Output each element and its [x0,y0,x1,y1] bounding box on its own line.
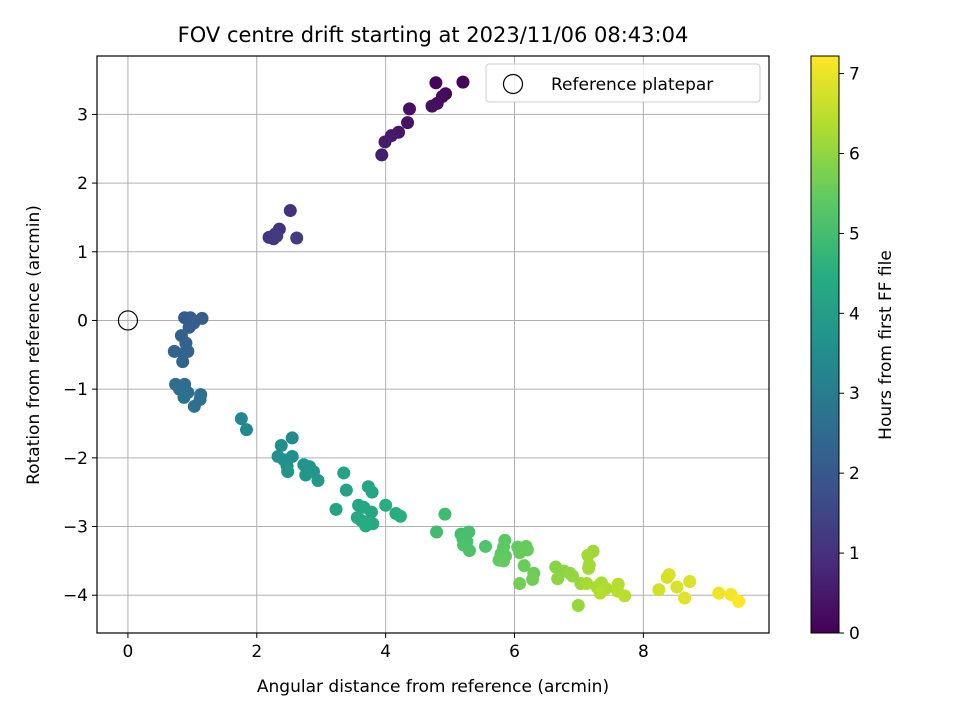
data-point [670,580,684,594]
colorbar-tick-label: 7 [849,65,860,85]
data-point [393,509,407,523]
colorbar-tick-label: 1 [849,544,860,564]
data-point [732,594,746,608]
data-point [662,568,676,582]
reference-point [117,310,139,331]
colorbar-tick-label: 2 [849,464,860,484]
data-point [329,502,343,516]
data-point [678,591,692,605]
data-point [402,102,416,116]
reference-marker [117,310,139,331]
data-point [593,586,607,600]
data-point [526,572,540,586]
data-point [375,148,389,162]
colorbar-label: Hours from first FF file [876,250,896,440]
data-point [285,431,299,445]
data-point [176,355,190,369]
x-tick-label: 6 [509,642,520,662]
data-point [234,412,248,426]
y-axis-ticks: −4 −3 −2 −1 0 1 2 3 [63,105,97,606]
data-point [429,76,443,90]
colorbar-tick-label: 5 [849,224,860,244]
data-point [520,543,534,557]
legend: Reference platepar [485,63,761,103]
y-tick-label: 0 [77,311,88,331]
data-point [283,204,297,218]
grid-lines [97,56,769,633]
data-point [712,586,726,600]
colorbar-gradient [810,55,840,634]
x-axis-ticks: 0 2 4 6 8 [123,633,649,662]
data-point [281,465,295,479]
data-point [683,574,697,588]
data-point [580,577,594,591]
legend-entry-label: Reference platepar [551,75,713,95]
x-tick-label: 2 [251,642,262,662]
data-point [401,116,415,130]
data-point [379,498,393,512]
y-tick-label: −3 [63,518,88,538]
x-tick-label: 8 [638,642,649,662]
y-tick-label: 3 [77,105,88,125]
plot-frame [96,55,770,634]
y-tick-label: −1 [63,380,88,400]
data-point [462,544,476,558]
data-point [339,483,353,497]
y-tick-label: 2 [77,174,88,194]
colorbar-ticks: 0 1 2 3 4 5 6 7 [839,65,860,644]
legend-marker [502,73,524,95]
data-point [182,320,196,334]
data-point [299,468,313,482]
colorbar-tick-label: 3 [849,384,860,404]
data-point [551,572,565,586]
data-point [581,548,595,562]
data-point [652,583,666,597]
data-point [497,554,511,568]
data-point [359,519,373,533]
x-tick-label: 4 [380,642,391,662]
legend-box [485,63,761,103]
data-point [187,399,201,413]
data-point [438,507,452,521]
y-axis-label: Rotation from reference (arcmin) [24,205,44,485]
y-tick-label: 1 [77,243,88,263]
data-point [270,229,284,243]
data-point [311,474,325,488]
data-point [571,599,585,613]
data-point [364,505,378,519]
data-point [337,466,351,480]
data-point [456,75,470,89]
data-point [274,438,288,452]
data-point [177,390,191,404]
y-tick-label: −4 [63,586,88,606]
data-point [618,589,632,603]
data-point [365,485,379,499]
data-point [513,577,527,591]
data-point [378,135,392,149]
colorbar-tick-label: 6 [849,144,860,164]
x-tick-label: 0 [123,642,134,662]
y-tick-label: −2 [63,449,88,469]
data-point [517,559,531,573]
data-point [425,99,439,113]
x-axis-label: Angular distance from reference (arcmin) [257,677,609,697]
data-point [565,569,579,583]
data-point [582,561,596,575]
colorbar-tick-label: 4 [849,304,860,324]
data-point [290,231,304,245]
colorbar: 0 1 2 3 4 5 6 7 Hours from first FF file [810,55,896,644]
data-point [430,525,444,539]
data-point [479,539,493,553]
chart-title: FOV centre drift starting at 2023/11/06 … [178,23,689,47]
colorbar-tick-label: 0 [849,624,860,644]
data-points [167,75,746,613]
data-point [239,423,253,437]
